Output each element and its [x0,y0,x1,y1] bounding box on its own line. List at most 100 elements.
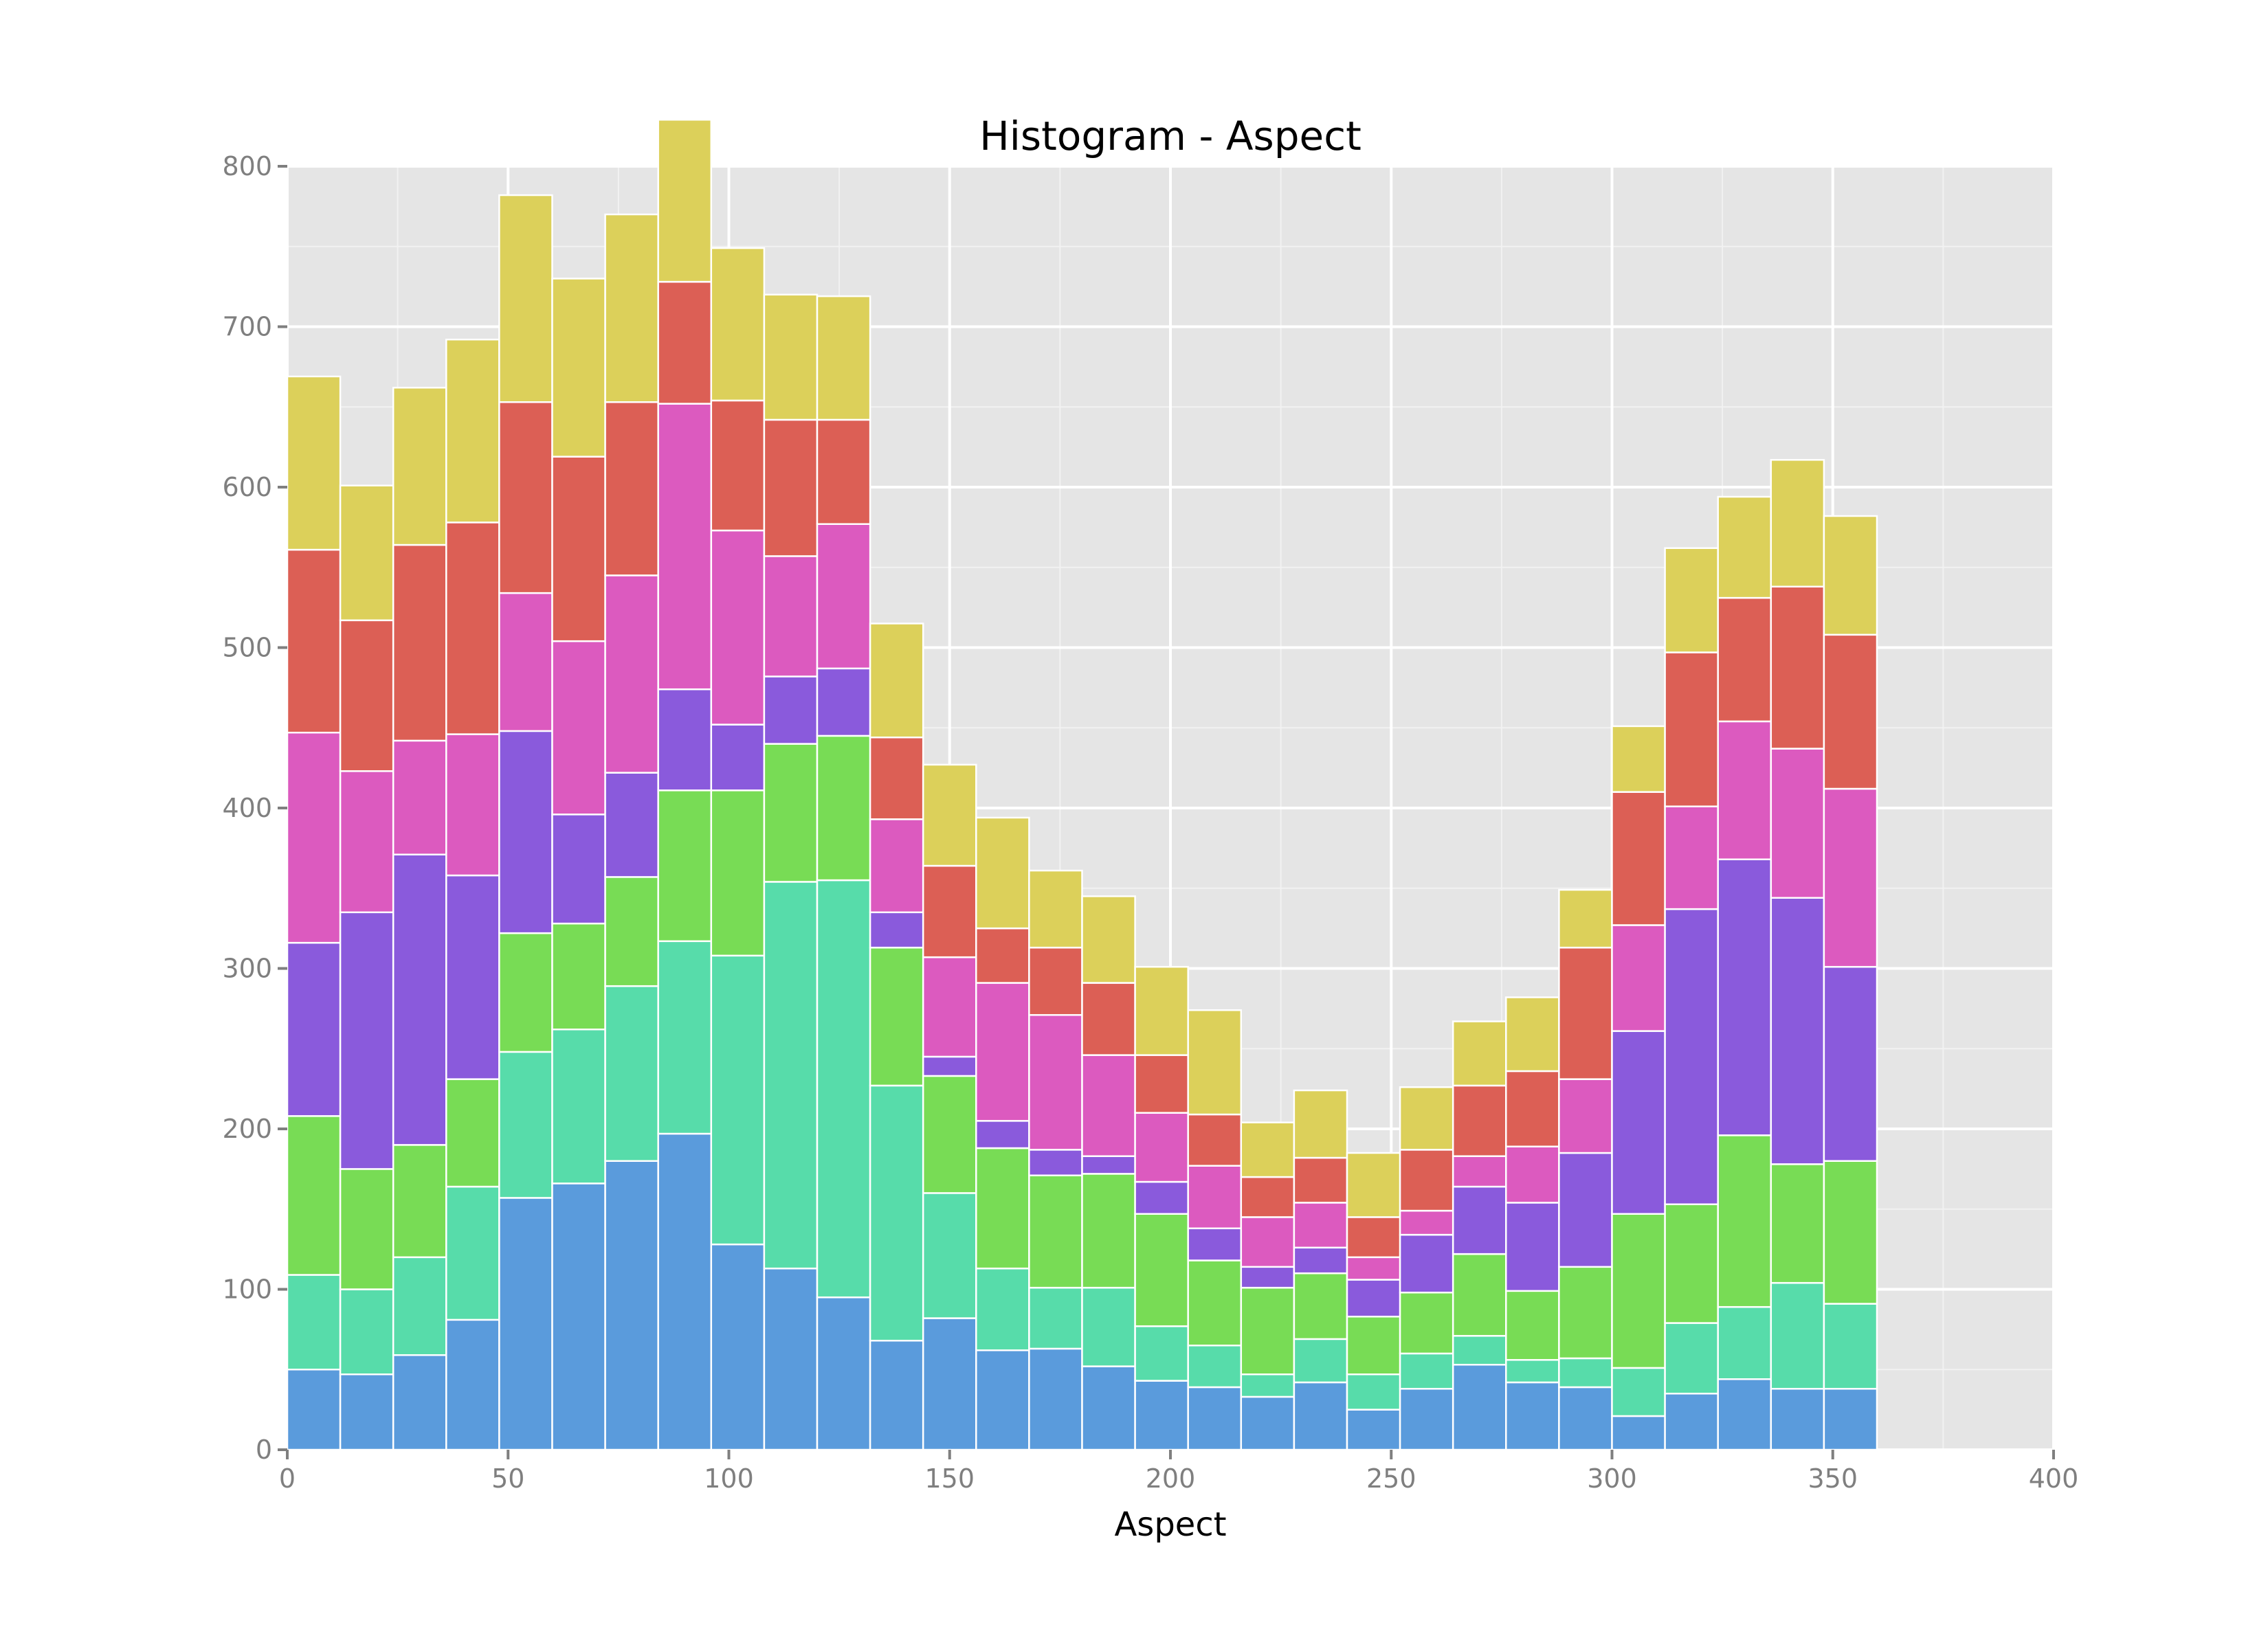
axis-ticks [278,165,2055,1459]
bar-segment [1558,1266,1613,1360]
chart-title: Histogram - Aspect [979,113,1361,159]
bar-segment [1293,1089,1348,1159]
bar-segment [1346,1152,1401,1218]
bar-segment [1664,805,1719,910]
bar-segment [975,1267,1030,1351]
bar-segment [657,940,713,1135]
bar-segment [1293,1156,1348,1204]
bar-segment [1611,1367,1666,1417]
bar-segment [1611,725,1666,793]
bar-segment [1399,1149,1454,1212]
bar-segment [286,375,342,551]
bar-segment [975,1120,1030,1149]
y-tick-label: 200 [222,1114,272,1144]
bar-segment [869,737,924,820]
bar-segment [922,1317,977,1451]
bar-segment [1293,1202,1348,1249]
bar-segment [604,1160,659,1451]
bar-segment [1346,1256,1401,1281]
bar-segment [392,543,447,742]
bar-segment [1240,1176,1296,1218]
bar-segment [1717,858,1772,1136]
y-tick-label: 700 [222,312,272,342]
bar-segment [1134,1325,1189,1382]
bar-segment [869,1084,924,1342]
bar-segment [1452,1253,1507,1337]
bar-segment [710,1243,766,1451]
bar-segment [657,789,713,943]
bar-segment [392,386,447,546]
bar-segment [286,941,342,1117]
bar-segment [816,523,871,670]
bar-segment [1823,1388,1878,1451]
bar-segment [922,864,977,958]
y-tick-label: 300 [222,954,272,984]
x-axis-title: Aspect [1114,1505,1226,1544]
x-tick-label: 150 [924,1463,975,1494]
bar-segment [392,739,447,855]
bar-segment [1611,1030,1666,1215]
bar-segment [498,401,553,594]
bar-segment [1452,1363,1507,1451]
bar-segment [604,772,659,878]
bar-segment [286,732,342,944]
bar-segment [1664,651,1719,807]
bar-segment [498,932,553,1053]
bar-segment [1717,1134,1772,1308]
bar-segment [922,1075,977,1194]
bar-segment [1452,1155,1507,1188]
bar-segment [498,1197,553,1451]
bar-segment [1346,1315,1401,1376]
bar-segment [551,640,606,816]
bar-segment [1770,1388,1825,1451]
bar-segment [1187,1227,1243,1261]
bar-segment [1028,1174,1083,1289]
x-tick-label: 300 [1587,1463,1637,1494]
x-tick-label: 200 [1146,1463,1196,1494]
bar-segment [1240,1216,1296,1268]
bar-segment [1187,1009,1243,1116]
bar-segment [1028,1149,1083,1176]
bar-segment [816,295,871,421]
y-tick-label: 100 [222,1275,272,1305]
bar-segment [1823,633,1878,790]
bar-segment [1505,1358,1560,1384]
bar-segment [975,982,1030,1122]
bar-segment [498,194,553,403]
bar-segment [286,1369,342,1451]
bar-segment [286,548,342,734]
bar-segment [1505,1070,1560,1147]
y-tick-label: 500 [222,633,272,663]
bar-segment [1452,1020,1507,1087]
bar-segment [1664,547,1719,653]
x-tick-labels: 0 50 100 150 200 250 300 350 400 [279,1463,2078,1494]
bar-segment [975,1147,1030,1270]
bar-segment [445,1078,500,1188]
bar-segment [1081,1173,1136,1289]
bar-segment [1558,1152,1613,1268]
bar-segment [710,954,766,1246]
bar-segment [816,879,871,1299]
bar-segment [1558,888,1613,949]
bar-segment [1028,1013,1083,1151]
bar-segment [1240,1121,1296,1178]
bar-segment [1081,1286,1136,1367]
bar-segment [286,1274,342,1371]
bar-segment [763,418,819,557]
bar-segment [339,619,394,772]
bar-segment [1134,1180,1189,1215]
bar-segment [1187,1386,1243,1451]
bar-segment [1717,596,1772,723]
bar-segment [1240,1266,1296,1289]
bar-segment [604,876,659,987]
bar-segment [1240,1373,1296,1398]
bar-segment [1081,1054,1136,1157]
bar-segment [498,730,553,934]
bar-segment [392,1144,447,1259]
bar-segment [1134,965,1189,1056]
bar-segment [657,688,713,792]
bar-segment [1823,965,1878,1162]
bar-segment [1558,1386,1613,1451]
bar-segment [551,456,606,642]
bar-segment [1717,1378,1772,1451]
